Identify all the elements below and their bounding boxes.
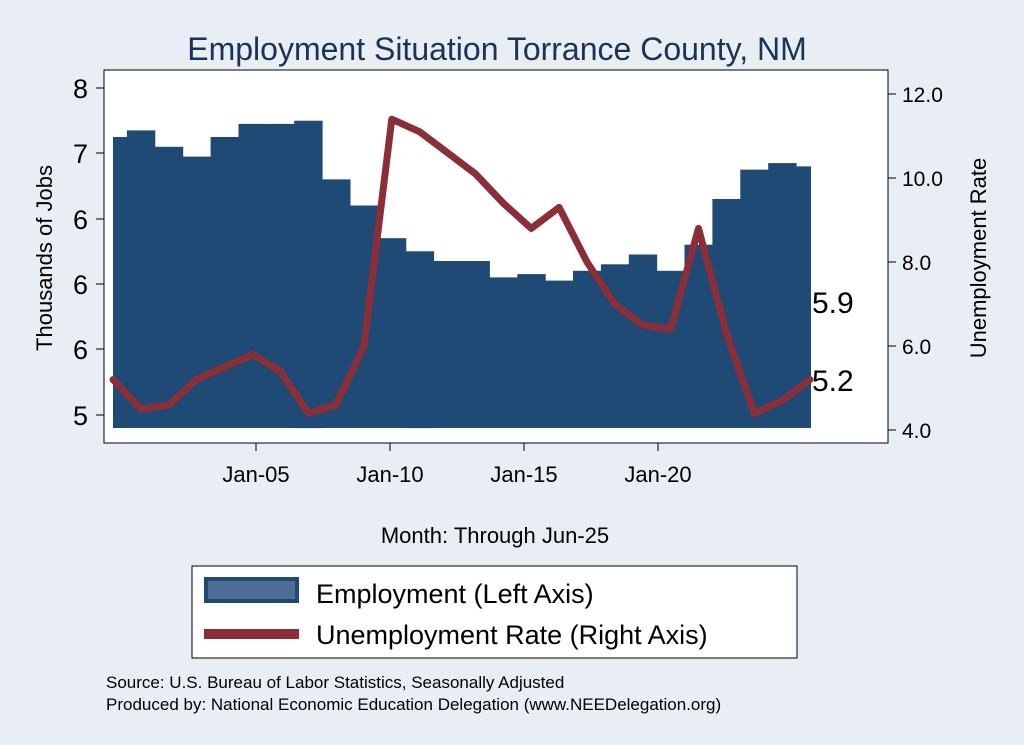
employment-bar xyxy=(489,277,518,428)
left-tick-label: 5 xyxy=(73,401,88,431)
left-tick-label: 6 xyxy=(73,270,88,300)
right-tick-label: 6.0 xyxy=(902,336,931,359)
right-axis-ticks xyxy=(888,93,896,431)
employment-bar xyxy=(712,199,741,428)
right-tick-label: 8.0 xyxy=(902,252,931,275)
employment-bar xyxy=(210,137,239,428)
right-tick-label: 12.0 xyxy=(902,84,943,107)
employment-bar xyxy=(461,261,490,428)
employment-bar xyxy=(405,251,435,429)
source-note: Source: U.S. Bureau of Labor Statistics,… xyxy=(106,673,564,692)
unemployment-end-label: 5.2 xyxy=(812,365,854,398)
x-axis-ticks xyxy=(255,443,659,451)
employment-bar xyxy=(154,146,184,429)
left-tick-label: 7 xyxy=(73,139,88,169)
employment-bar xyxy=(768,163,797,428)
employment-bar xyxy=(517,274,546,428)
employment-bar xyxy=(238,123,267,429)
right-tick-label: 10.0 xyxy=(902,168,943,191)
x-tick-label: Jan-10 xyxy=(356,462,423,487)
unemployment-line xyxy=(109,115,814,417)
x-tick-label: Jan-05 xyxy=(222,462,289,487)
employment-bar xyxy=(545,280,574,428)
x-axis-label: Month: Through Jun-25 xyxy=(381,523,609,548)
employment-bar xyxy=(113,137,128,428)
chart-title: Employment Situation Torrance County, NM xyxy=(187,31,807,67)
left-axis-ticks xyxy=(96,87,104,416)
left-tick-label: 6 xyxy=(73,335,88,365)
employment-end-label: 5.9 xyxy=(812,287,854,320)
right-axis-label: Unemployment Rate xyxy=(966,158,991,359)
producer-note: Produced by: National Economic Education… xyxy=(106,695,721,714)
employment-bar xyxy=(377,238,407,428)
left-tick-label: 6 xyxy=(73,205,88,235)
left-axis-label: Thousands of Jobs xyxy=(32,165,57,351)
x-tick-label: Jan-20 xyxy=(624,462,691,487)
legend-unemployment-label: Unemployment Rate (Right Axis) xyxy=(316,620,708,650)
employment-bar xyxy=(628,254,658,428)
x-tick-label: Jan-15 xyxy=(490,462,557,487)
legend-employment-swatch-inner xyxy=(208,581,295,599)
employment-bar xyxy=(796,166,811,428)
employment-bar xyxy=(294,120,323,429)
employment-bar xyxy=(126,130,156,428)
left-tick-label: 8 xyxy=(73,74,88,104)
employment-bar xyxy=(573,270,602,428)
employment-bar xyxy=(433,261,462,428)
right-tick-label: 4.0 xyxy=(902,420,931,443)
legend-employment-label: Employment (Left Axis) xyxy=(316,579,594,609)
